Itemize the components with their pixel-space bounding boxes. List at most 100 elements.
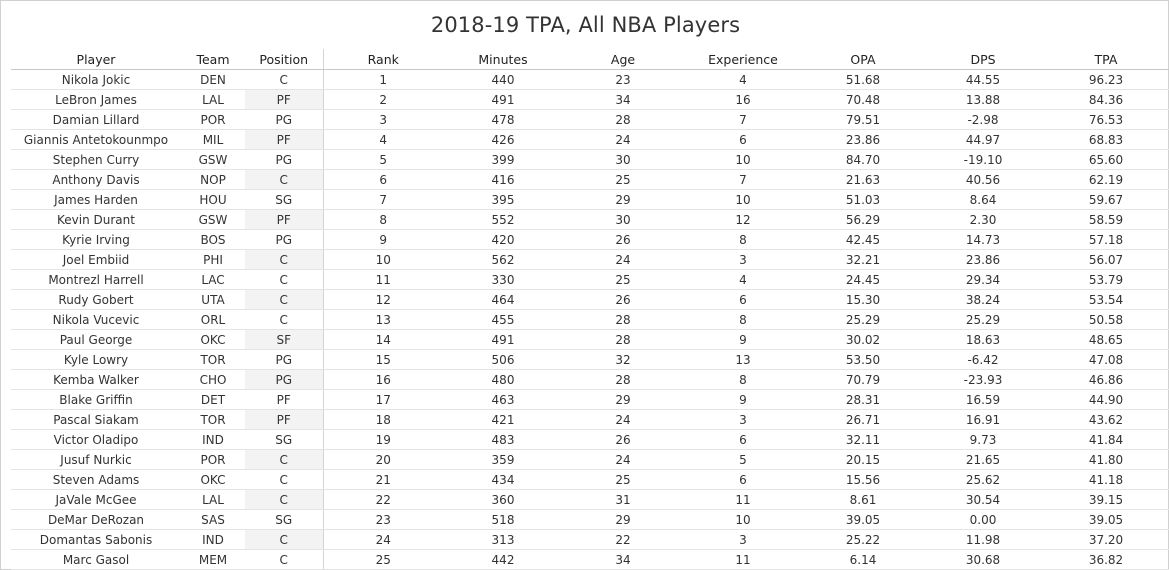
cell-age: 30 xyxy=(563,149,683,170)
column-header-player[interactable]: Player xyxy=(11,49,181,70)
cell-experience: 11 xyxy=(683,549,803,570)
cell-team: TOR xyxy=(181,349,245,370)
table-row[interactable]: Marc Gasol MEM C 25 442 34 11 6.14 30.68 36.82 xyxy=(11,549,1169,570)
cell-opa: 24.45 xyxy=(803,269,923,290)
cell-tpa: 43.62 xyxy=(1043,409,1169,430)
column-header-minutes[interactable]: Minutes xyxy=(443,49,563,70)
column-header-team[interactable]: Team xyxy=(181,49,245,70)
cell-player: Nikola Jokic xyxy=(11,69,181,90)
cell-player: James Harden xyxy=(11,189,181,210)
table-row[interactable]: Blake Griffin DET PF 17 463 29 9 28.31 16.59 44.9… xyxy=(11,389,1169,410)
cell-opa: 28.31 xyxy=(803,389,923,410)
cell-rank: 3 xyxy=(322,109,443,130)
cell-tpa: 44.90 xyxy=(1043,389,1169,410)
cell-age: 26 xyxy=(563,229,683,250)
cell-player: Rudy Gobert xyxy=(11,289,181,310)
cell-player: Jusuf Nurkic xyxy=(11,449,181,470)
cell-dps: 44.97 xyxy=(923,129,1043,150)
column-header-age[interactable]: Age xyxy=(563,49,683,70)
cell-minutes: 440 xyxy=(443,69,563,90)
table-row[interactable]: Kyrie Irving BOS PG 9 420 26 8 42.45 14.73 57.18 xyxy=(11,229,1169,250)
table-row[interactable]: Jusuf Nurkic POR C 20 359 24 5 20.15 21.65 41.80 xyxy=(11,449,1169,470)
table-row[interactable]: Stephen Curry GSW PG 5 399 30 10 84.70 -19.10 65.… xyxy=(11,149,1169,170)
table-row[interactable]: Kemba Walker CHO PG 16 480 28 8 70.79 -23.93 46.8… xyxy=(11,369,1169,390)
column-header-position[interactable]: Position xyxy=(245,49,323,70)
cell-minutes: 359 xyxy=(443,449,563,470)
cell-dps: 16.59 xyxy=(923,389,1043,410)
table-row[interactable]: JaVale McGee LAL C 22 360 31 11 8.61 30.54 39.15 xyxy=(11,489,1169,510)
table-row[interactable]: Rudy Gobert UTA C 12 464 26 6 15.30 38.24 53.54 xyxy=(11,289,1169,310)
cell-experience: 10 xyxy=(683,509,803,530)
cell-team: UTA xyxy=(181,289,245,310)
cell-tpa: 41.18 xyxy=(1043,469,1169,490)
table-row[interactable]: Damian Lillard POR PG 3 478 28 7 79.51 -2.98 76.5… xyxy=(11,109,1169,130)
table-row[interactable]: Joel Embiid PHI C 10 562 24 3 32.21 23.86 56.07 xyxy=(11,249,1169,270)
column-header-rank[interactable]: Rank xyxy=(322,49,443,70)
table-row[interactable]: Nikola Jokic DEN C 1 440 23 4 51.68 44.55 96.23 xyxy=(11,69,1169,90)
cell-tpa: 39.15 xyxy=(1043,489,1169,510)
table-row[interactable]: Kevin Durant GSW PF 8 552 30 12 56.29 2.30 58.59 xyxy=(11,209,1169,230)
cell-dps: 25.62 xyxy=(923,469,1043,490)
cell-rank: 21 xyxy=(322,469,443,490)
cell-tpa: 50.58 xyxy=(1043,309,1169,330)
column-header-opa[interactable]: OPA xyxy=(803,49,923,70)
cell-player: Giannis Antetokounmpo xyxy=(11,129,181,150)
cell-age: 24 xyxy=(563,129,683,150)
cell-team: DET xyxy=(181,389,245,410)
cell-team: LAL xyxy=(181,489,245,510)
column-header-dps[interactable]: DPS xyxy=(923,49,1043,70)
cell-position: PG xyxy=(245,109,323,130)
table-row[interactable]: Domantas Sabonis IND C 24 313 22 3 25.22 11.98 37… xyxy=(11,529,1169,550)
cell-team: OKC xyxy=(181,329,245,350)
cell-minutes: 491 xyxy=(443,89,563,110)
cell-position: SG xyxy=(245,189,323,210)
cell-player: Kevin Durant xyxy=(11,209,181,230)
cell-rank: 2 xyxy=(322,89,443,110)
cell-team: NOP xyxy=(181,169,245,190)
cell-rank: 11 xyxy=(322,269,443,290)
cell-team: LAC xyxy=(181,269,245,290)
table-container: Player Team Position Rank Minutes Age Ex… xyxy=(11,49,1169,570)
column-header-experience[interactable]: Experience xyxy=(683,49,803,70)
cell-team: OKC xyxy=(181,469,245,490)
cell-tpa: 68.83 xyxy=(1043,129,1169,150)
cell-position: C xyxy=(245,249,323,270)
column-header-tpa[interactable]: TPA xyxy=(1043,49,1169,70)
cell-experience: 8 xyxy=(683,229,803,250)
cell-dps: 16.91 xyxy=(923,409,1043,430)
cell-age: 28 xyxy=(563,369,683,390)
table-row[interactable]: Kyle Lowry TOR PG 15 506 32 13 53.50 -6.42 47.08 xyxy=(11,349,1169,370)
table-row[interactable]: James Harden HOU SG 7 395 29 10 51.03 8.64 59.67 xyxy=(11,189,1169,210)
cell-player: Victor Oladipo xyxy=(11,429,181,450)
table-row[interactable]: Steven Adams OKC C 21 434 25 6 15.56 25.62 41.18 xyxy=(11,469,1169,490)
cell-position: PF xyxy=(245,389,323,410)
cell-rank: 25 xyxy=(322,549,443,570)
cell-experience: 8 xyxy=(683,369,803,390)
table-row[interactable]: Victor Oladipo IND SG 19 483 26 6 32.11 9.73 41.8… xyxy=(11,429,1169,450)
table-row[interactable]: Paul George OKC SF 14 491 28 9 30.02 18.63 48.65 xyxy=(11,329,1169,350)
cell-minutes: 480 xyxy=(443,369,563,390)
cell-minutes: 313 xyxy=(443,529,563,550)
cell-position: PG xyxy=(245,229,323,250)
table-row[interactable]: Pascal Siakam TOR PF 18 421 24 3 26.71 16.91 43.6… xyxy=(11,409,1169,430)
cell-dps: 18.63 xyxy=(923,329,1043,350)
table-row[interactable]: Giannis Antetokounmpo MIL PF 4 426 24 6 23.86 44… xyxy=(11,129,1169,150)
cell-opa: 70.48 xyxy=(803,89,923,110)
cell-position: C xyxy=(245,169,323,190)
cell-dps: 38.24 xyxy=(923,289,1043,310)
cell-experience: 8 xyxy=(683,309,803,330)
cell-dps: 8.64 xyxy=(923,189,1043,210)
cell-tpa: 53.79 xyxy=(1043,269,1169,290)
cell-age: 29 xyxy=(563,189,683,210)
cell-minutes: 463 xyxy=(443,389,563,410)
table-row[interactable]: Nikola Vucevic ORL C 13 455 28 8 25.29 25.29 50.5… xyxy=(11,309,1169,330)
cell-opa: 51.68 xyxy=(803,69,923,90)
table-row[interactable]: Anthony Davis NOP C 6 416 25 7 21.63 40.56 62.19 xyxy=(11,169,1169,190)
table-row[interactable]: Montrezl Harrell LAC C 11 330 25 4 24.45 29.34 53… xyxy=(11,269,1169,290)
table-row[interactable]: DeMar DeRozan SAS SG 23 518 29 10 39.05 0.00 39.0… xyxy=(11,509,1169,530)
table-row[interactable]: LeBron James LAL PF 2 491 34 16 70.48 13.88 84.36 xyxy=(11,89,1169,110)
cell-team: DEN xyxy=(181,69,245,90)
cell-rank: 1 xyxy=(322,69,443,90)
cell-player: Nikola Vucevic xyxy=(11,309,181,330)
cell-position: PG xyxy=(245,349,323,370)
